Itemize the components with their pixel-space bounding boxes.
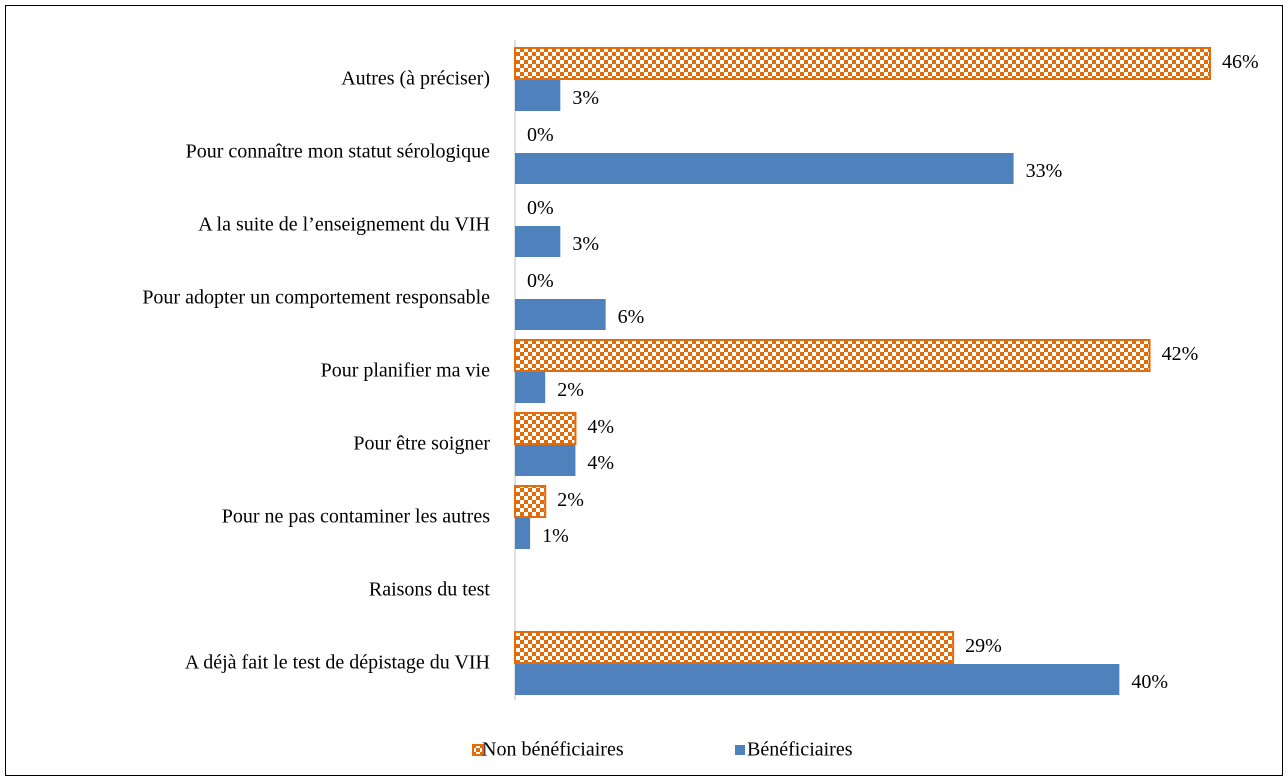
value-label: 42%: [1162, 343, 1199, 365]
value-label: 4%: [587, 416, 614, 438]
bar: [514, 412, 577, 445]
bar: [515, 80, 561, 111]
category-label: Pour connaître mon statut sérologique: [186, 141, 491, 163]
bar: [514, 339, 1151, 372]
value-label: 2%: [557, 379, 584, 401]
value-label: 1%: [542, 525, 569, 547]
value-label: 0%: [527, 197, 554, 219]
category-label: Pour ne pas contaminer les autres: [222, 506, 490, 528]
legend-swatch: [735, 745, 745, 755]
value-label: 3%: [572, 87, 599, 109]
value-label: 46%: [1222, 51, 1259, 73]
bar: [515, 153, 1014, 184]
bar: [515, 664, 1120, 695]
bar: [515, 518, 531, 549]
bar: [514, 47, 1211, 80]
category-label: Pour être soigner: [353, 433, 490, 455]
value-label: 4%: [587, 452, 614, 474]
bar: [515, 226, 561, 257]
category-label: Autres (à préciser): [341, 68, 490, 90]
value-label: 0%: [527, 124, 554, 146]
category-label: Pour planifier ma vie: [321, 360, 491, 382]
category-label: Raisons du test: [369, 579, 491, 601]
value-label: 3%: [572, 233, 599, 255]
category-label: Pour adopter un comportement responsable: [142, 287, 490, 309]
bar: [515, 445, 576, 476]
bar: [515, 299, 606, 330]
legend-swatch: [472, 744, 484, 756]
bar: [515, 372, 546, 403]
category-label: A déjà fait le test de dépistage du VIH: [185, 652, 490, 674]
bar: [514, 631, 955, 664]
value-label: 2%: [557, 489, 584, 511]
legend-label: Bénéficiaires: [747, 739, 853, 761]
value-label: 40%: [1131, 671, 1168, 693]
category-label: A la suite de l’enseignement du VIH: [198, 214, 490, 236]
value-label: 29%: [965, 635, 1002, 657]
value-label: 33%: [1026, 160, 1063, 182]
value-label: 0%: [527, 270, 554, 292]
legend-label: Non bénéficiaires: [482, 739, 624, 761]
value-label: 6%: [618, 306, 645, 328]
bar: [514, 485, 547, 518]
